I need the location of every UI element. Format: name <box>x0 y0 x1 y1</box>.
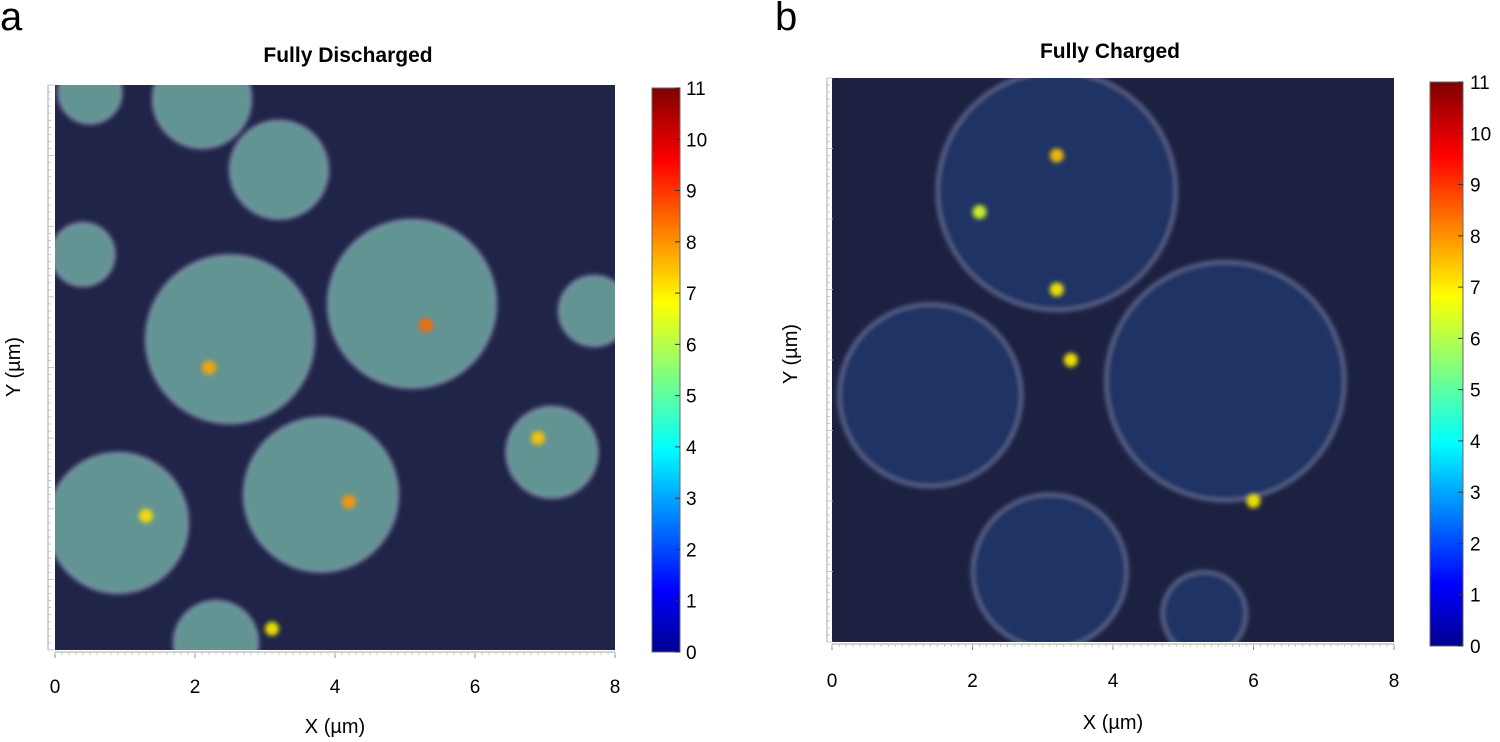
panel-a-colorbar-tick-label-3: 3 <box>686 489 697 510</box>
panel-b-colorbar-tick-label-11: 11 <box>1470 73 1490 94</box>
panel-a-particle-4 <box>144 253 316 425</box>
panel-b-particles <box>837 78 1347 642</box>
panel-a-particle-2 <box>228 119 330 221</box>
panel-a-particle-7 <box>242 416 400 574</box>
panel-b-colorbar-tick-label-5: 5 <box>1470 381 1481 402</box>
panel-a-hotspot-3 <box>531 431 545 446</box>
panel-a-label: a <box>0 0 23 39</box>
panel-a-x-axis-label: X (µm) <box>305 716 365 738</box>
panel-b-label: b <box>775 0 797 39</box>
panel-a-y-axis <box>47 84 54 651</box>
panel-a-particle-9 <box>505 405 599 500</box>
panel-b-x-axis: 0 2 4 6 8 <box>827 643 1400 692</box>
panel-a-colorbar: 0 1 2 3 4 5 6 7 8 9 10 11 <box>651 79 707 664</box>
panel-b-title: Fully Charged <box>1040 40 1180 63</box>
panel-b-colorbar-gradient <box>1429 81 1464 647</box>
panel-b-colorbar-tick-label-7: 7 <box>1470 278 1481 299</box>
panel-b-particle-0 <box>935 78 1178 312</box>
panel-b-colorbar-tick-label-9: 9 <box>1470 176 1481 197</box>
panel-b-x-tick-label-1: 2 <box>967 671 978 692</box>
panel-a-colorbar-gradient <box>651 87 681 653</box>
panel-a-colorbar-tick-label-5: 5 <box>686 387 697 408</box>
panel-b: b Fully Charged 0 2 4 6 8 X (µm) Y (µm) 0 1 2 3… <box>775 0 1491 734</box>
panel-a-colorbar-tick-label-1: 1 <box>686 592 697 613</box>
panel-a-colorbar-tick-label-4: 4 <box>686 438 697 459</box>
panel-b-particle-4 <box>1160 570 1248 642</box>
panel-b-colorbar-tick-label-1: 1 <box>1470 586 1481 607</box>
panel-b-hotspot-4 <box>1246 494 1261 508</box>
panel-a-colorbar-tick-label-6: 6 <box>686 335 697 356</box>
panel-b-hotspots <box>972 148 1261 508</box>
panel-a-x-tick-label-3: 6 <box>470 677 481 698</box>
panel-b-particle-1 <box>837 302 1024 489</box>
panel-a-x-tick-label-4: 8 <box>610 677 621 698</box>
panel-a-hotspot-2 <box>202 360 216 375</box>
panel-a-x-axis: 0 2 4 6 8 <box>50 651 621 698</box>
panel-b-colorbar-tick-label-6: 6 <box>1470 329 1481 350</box>
panel-b-colorbar: 0 1 2 3 4 5 6 7 8 9 10 11 <box>1429 73 1491 658</box>
panel-a-hotspot-0 <box>419 318 433 333</box>
panel-b-colorbar-tick-label-8: 8 <box>1470 227 1481 248</box>
panel-a-particle-5 <box>326 218 498 390</box>
panel-b-y-axis <box>826 77 833 643</box>
panel-a-colorbar-tick-label-2: 2 <box>686 541 697 562</box>
panel-b-hotspot-2 <box>1063 353 1078 367</box>
panel-b-particle-2 <box>1104 260 1347 503</box>
panel-b-x-tick-label-0: 0 <box>827 671 838 692</box>
panel-b-hotspot-0 <box>1049 148 1064 163</box>
panel-a-title: Fully Discharged <box>263 44 432 67</box>
panel-b-y-axis-label: Y (µm) <box>780 324 802 384</box>
panel-b-colorbar-tick-label-0: 0 <box>1470 637 1481 658</box>
panel-b-x-axis-label: X (µm) <box>1083 712 1143 734</box>
panel-a-particle-8 <box>55 451 190 595</box>
panel-b-colorbar-tick-label-2: 2 <box>1470 535 1481 556</box>
panel-a-x-tick-label-2: 4 <box>330 677 341 698</box>
panel-a-x-tick-label-1: 2 <box>190 677 201 698</box>
panel-a-colorbar-tick-label-7: 7 <box>686 284 697 305</box>
panel-a-particle-3 <box>55 221 116 288</box>
panel-a-y-axis-label: Y (µm) <box>3 337 25 397</box>
panel-b-x-tick-label-4: 8 <box>1389 671 1400 692</box>
panel-b-colorbar-tick-label-3: 3 <box>1470 483 1481 504</box>
panel-a-colorbar-tick-label-8: 8 <box>686 233 697 254</box>
panel-b-particle-3 <box>971 492 1129 642</box>
panel-b-colorbar-tick-label-10: 10 <box>1470 124 1491 145</box>
panel-a-x-tick-label-0: 0 <box>50 677 61 698</box>
panel-a-colorbar-tick-label-9: 9 <box>686 182 697 203</box>
panel-a-hotspots <box>139 318 545 636</box>
panel-a-hotspot-4 <box>139 508 153 523</box>
panel-b-hotspot-3 <box>972 205 987 219</box>
panel-a-colorbar-tick-label-11: 11 <box>686 79 706 100</box>
panel-b-hotspot-1 <box>1049 282 1064 297</box>
panel-a-particle-0 <box>57 85 123 126</box>
panel-a-particle-10 <box>172 599 260 650</box>
panel-a-particle-6 <box>557 274 615 348</box>
panel-a-colorbar-tick-label-10: 10 <box>686 130 707 151</box>
panel-a-particle-1 <box>151 85 253 150</box>
panel-a-particles <box>55 85 615 650</box>
panel-a-colorbar-tick-label-0: 0 <box>686 643 697 664</box>
panel-b-x-tick-label-3: 6 <box>1248 671 1259 692</box>
panel-a-hotspot-5 <box>265 621 279 636</box>
panel-b-colorbar-tick-label-4: 4 <box>1470 432 1481 453</box>
panel-a-hotspot-1 <box>342 494 356 509</box>
panel-a: a Fully Discharged 0 2 4 6 8 X (µm) Y (µm) 0… <box>0 0 707 738</box>
panel-b-x-tick-label-2: 4 <box>1108 671 1119 692</box>
